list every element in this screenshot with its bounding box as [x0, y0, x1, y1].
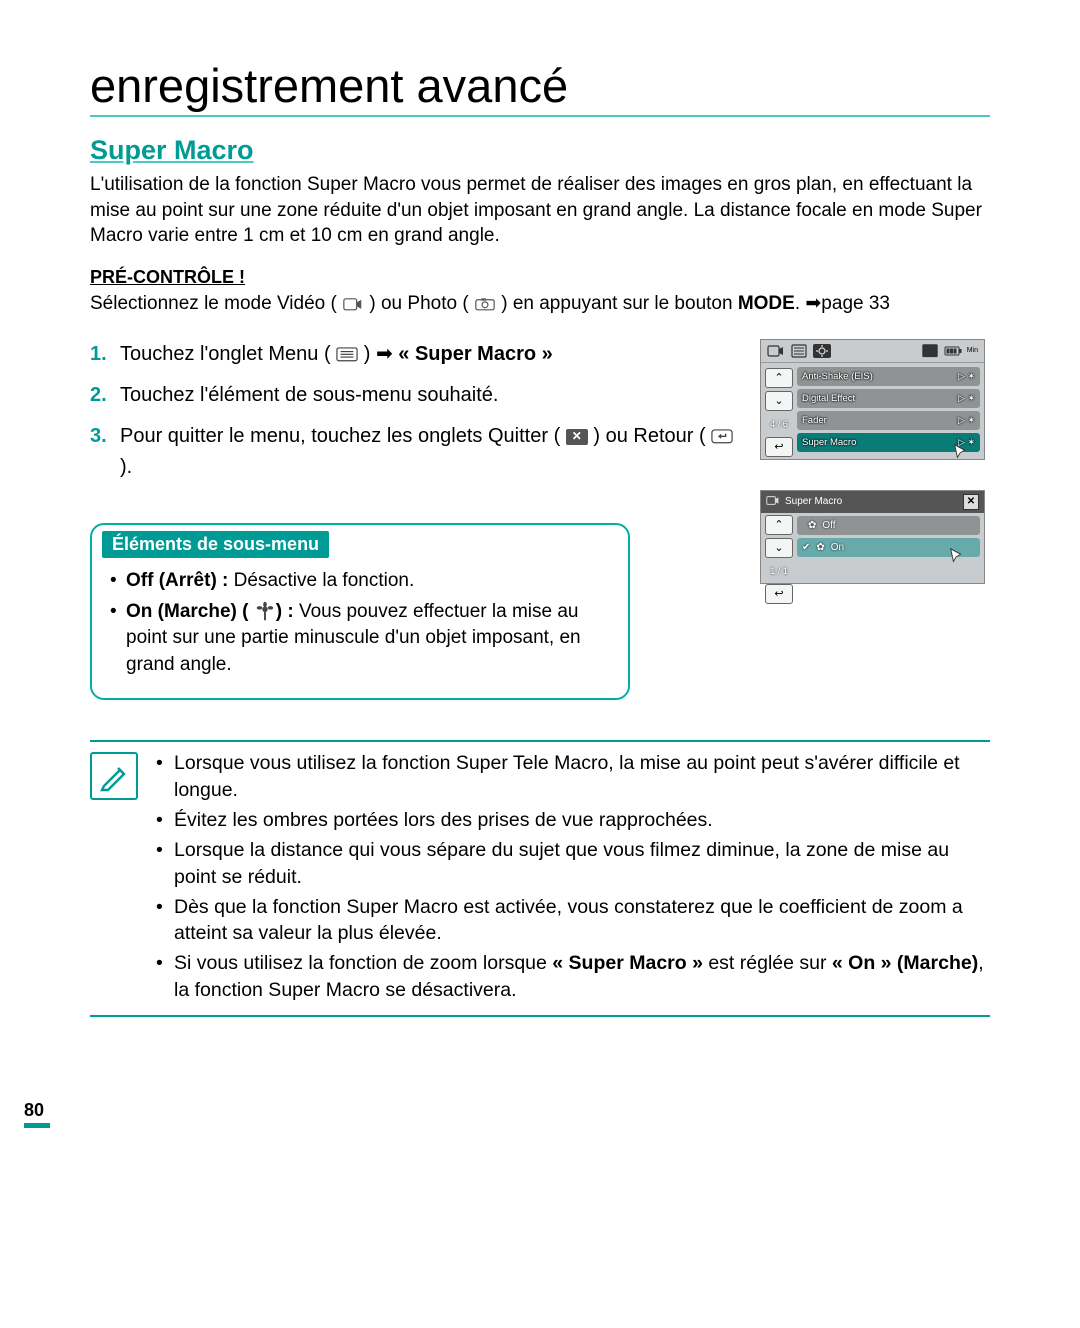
precheck-line: Sélectionnez le mode Vidéo ( ) ou Photo …	[90, 292, 990, 315]
photo-mode-icon	[474, 296, 496, 312]
note-item: Lorsque vous utilisez la fonction Super …	[156, 750, 990, 803]
submenu-item-on: On (Marche) ( ) : Vous pouvez effectuer …	[108, 599, 612, 679]
notes-block: Lorsque vous utilisez la fonction Super …	[90, 740, 990, 1017]
battery-icon	[944, 344, 962, 358]
menu-row[interactable]: Digital Effect▷ ✶	[797, 389, 980, 408]
nav-down-button[interactable]: ⌄	[765, 538, 793, 558]
gear-icon	[813, 344, 831, 358]
nav-down-button[interactable]: ⌄	[765, 391, 793, 411]
macro-flower-icon	[254, 604, 276, 620]
menu-tab-icon	[336, 347, 358, 363]
note-item: Évitez les ombres portées lors des prise…	[156, 807, 990, 833]
note-icon	[90, 752, 138, 800]
return-icon	[711, 429, 733, 445]
nav-back-button[interactable]: ↩	[765, 437, 793, 457]
submenu-header: Éléments de sous-menu	[102, 531, 329, 558]
section-title: Super Macro	[90, 135, 990, 166]
page-indicator: 1 / 1	[765, 561, 793, 581]
page-number: 80	[24, 1100, 50, 1128]
list-icon	[790, 344, 808, 358]
cursor-icon	[952, 443, 970, 461]
time-icon: Min	[967, 347, 978, 354]
note-item: Dès que la fonction Super Macro est acti…	[156, 894, 990, 947]
submenu-item-off: Off (Arrêt) : Désactive la fonction.	[108, 568, 612, 595]
option-row[interactable]: ✿Off	[797, 516, 980, 535]
step-1: Touchez l'onglet Menu ( ) ➡ « Super Macr…	[90, 339, 740, 370]
note-item: Lorsque la distance qui vous sépare du s…	[156, 837, 990, 890]
precheck-block: PRÉ-CONTRÔLE ! Sélectionnez le mode Vidé…	[90, 267, 990, 315]
video-mode-icon	[342, 296, 364, 312]
storage-icon	[921, 344, 939, 358]
steps-list: Touchez l'onglet Menu ( ) ➡ « Super Macr…	[90, 339, 740, 483]
page-indicator: 4 / 6	[765, 414, 793, 434]
intro-text: L'utilisation de la fonction Super Macro…	[90, 172, 990, 249]
step-3: Pour quitter le menu, touchez les onglet…	[90, 421, 740, 483]
nav-up-button[interactable]: ⌃	[765, 368, 793, 388]
submenu-box: Éléments de sous-menu Off (Arrêt) : Désa…	[90, 523, 630, 700]
cursor-icon	[948, 547, 966, 565]
menu-row[interactable]: Fader▷ ✶	[797, 411, 980, 430]
precheck-heading: PRÉ-CONTRÔLE !	[90, 267, 990, 288]
exit-icon: ✕	[566, 429, 588, 445]
chapter-title: enregistrement avancé	[90, 58, 990, 117]
rec-icon	[767, 344, 785, 358]
rec-icon	[766, 495, 780, 509]
step-2: Touchez l'élément de sous-menu souhaité.	[90, 380, 740, 411]
screen2-title: Super Macro	[785, 496, 842, 507]
note-item: Si vous utilisez la fonction de zoom lor…	[156, 950, 990, 1003]
menu-row[interactable]: Anti-Shake (EIS)▷ ✶	[797, 367, 980, 386]
nav-up-button[interactable]: ⌃	[765, 515, 793, 535]
menu-screen-2: Super Macro ✕ ⌃ ⌄ 1 / 1 ↩ ✿Off✔✿On	[760, 490, 985, 584]
nav-back-button[interactable]: ↩	[765, 584, 793, 604]
close-button[interactable]: ✕	[963, 494, 979, 510]
menu-screen-1: Min ⌃ ⌄ 4 / 6 ↩ Anti-Shake (EIS)▷ ✶ Digit…	[760, 339, 985, 460]
